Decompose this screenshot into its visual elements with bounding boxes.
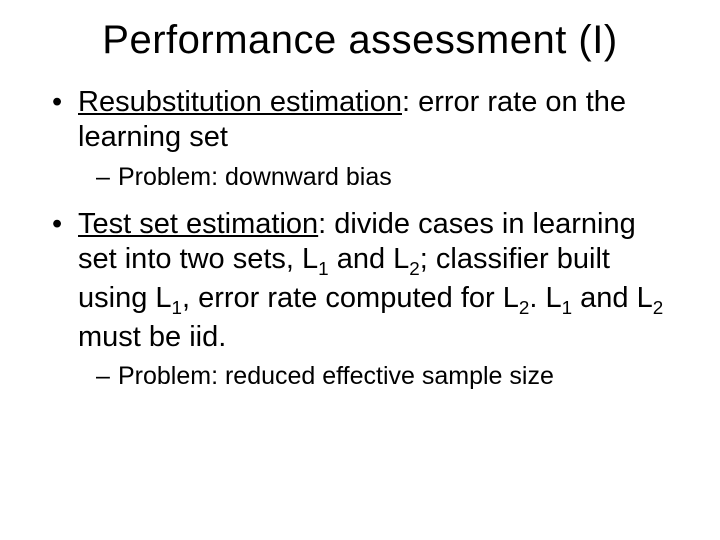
sub-bullet-list: Problem: reduced effective sample size (96, 361, 680, 392)
slide: Performance assessment (I) Resubstitutio… (0, 0, 720, 540)
bullet-lead-underlined: Test set estimation (78, 208, 318, 240)
bullet-lead-underlined: Resubstitution estimation (78, 86, 402, 118)
sub-bullet-problem-bias: Problem: downward bias (96, 162, 680, 193)
sub-bullet-problem-sample-size: Problem: reduced effective sample size (96, 361, 680, 392)
bullet-resubstitution: Resubstitution estimation: error rate on… (50, 85, 680, 193)
bullet-list: Resubstitution estimation: error rate on… (50, 85, 680, 393)
bullet-test-set: Test set estimation: divide cases in lea… (50, 207, 680, 393)
slide-title: Performance assessment (I) (40, 18, 680, 63)
sub-bullet-list: Problem: downward bias (96, 162, 680, 193)
